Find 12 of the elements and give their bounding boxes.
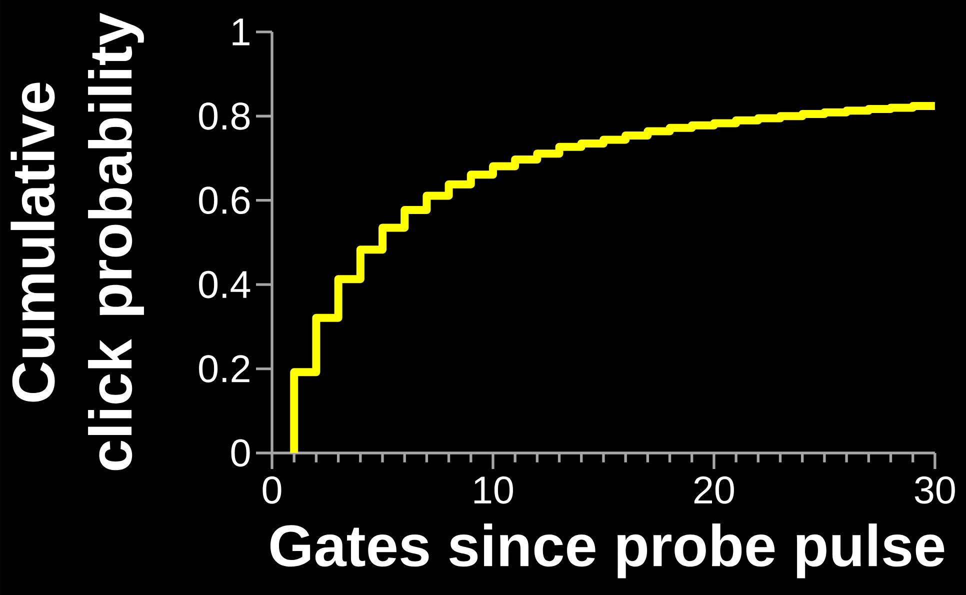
y-tick-label: 0.4 — [199, 270, 250, 298]
x-tick-label: 20 — [694, 476, 734, 504]
y-tick-label: 0.6 — [199, 186, 250, 214]
x-axis-title: Gates since probe pulse — [270, 524, 944, 578]
x-tick-label: 30 — [914, 476, 955, 504]
y-tick-label: 0 — [231, 439, 250, 467]
y-tick-label: 0.2 — [199, 355, 250, 382]
x-tick-label: 0 — [262, 476, 282, 504]
y-axis-title: Cumulative click probability — [10, 12, 144, 470]
y-tick-label: 0.8 — [199, 102, 250, 130]
x-tick-label: 10 — [474, 476, 513, 504]
y-tick-label: 1 — [232, 18, 250, 46]
